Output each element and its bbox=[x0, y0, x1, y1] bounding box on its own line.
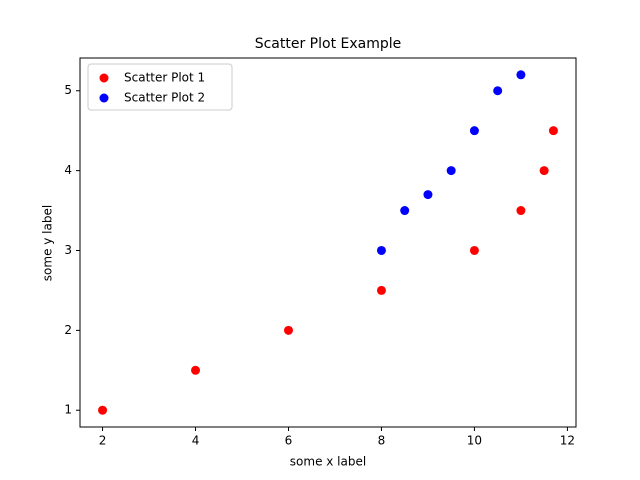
y-axis-label: some y label bbox=[41, 205, 55, 281]
chart-title: Scatter Plot Example bbox=[255, 36, 402, 52]
scatter-point bbox=[516, 70, 526, 80]
x-axis-label: some x label bbox=[290, 455, 366, 469]
y-tick-label: 4 bbox=[64, 163, 72, 177]
scatter-point bbox=[98, 405, 108, 415]
x-tick-label: 6 bbox=[285, 434, 293, 448]
scatter-point bbox=[191, 365, 201, 375]
scatter-point bbox=[423, 190, 433, 200]
scatter-point bbox=[539, 166, 549, 176]
plot-frame bbox=[79, 57, 577, 428]
legend-label: Scatter Plot 1 bbox=[124, 71, 205, 85]
x-tick-label: 12 bbox=[560, 434, 575, 448]
y-tick-label: 5 bbox=[64, 83, 72, 97]
scatter-point bbox=[516, 206, 526, 216]
scatter-point bbox=[469, 126, 479, 136]
scatter-point bbox=[469, 245, 479, 255]
scatter-point bbox=[283, 325, 293, 335]
scatter-point bbox=[400, 206, 410, 216]
x-tick-label: 10 bbox=[467, 434, 482, 448]
x-tick-label: 2 bbox=[99, 434, 107, 448]
y-tick-label: 1 bbox=[64, 403, 72, 417]
x-tick-label: 8 bbox=[378, 434, 386, 448]
legend-marker bbox=[99, 93, 109, 103]
y-tick-label: 2 bbox=[64, 323, 72, 337]
scatter-point bbox=[493, 86, 503, 96]
legend-box bbox=[87, 63, 233, 111]
scatter-point bbox=[548, 126, 558, 136]
scatter-point bbox=[446, 166, 456, 176]
y-tick-label: 3 bbox=[64, 243, 72, 257]
legend-label: Scatter Plot 2 bbox=[124, 91, 205, 105]
legend-marker bbox=[99, 73, 109, 83]
scatter-point bbox=[376, 285, 386, 295]
scatter-point bbox=[376, 245, 386, 255]
x-tick-label: 4 bbox=[192, 434, 200, 448]
